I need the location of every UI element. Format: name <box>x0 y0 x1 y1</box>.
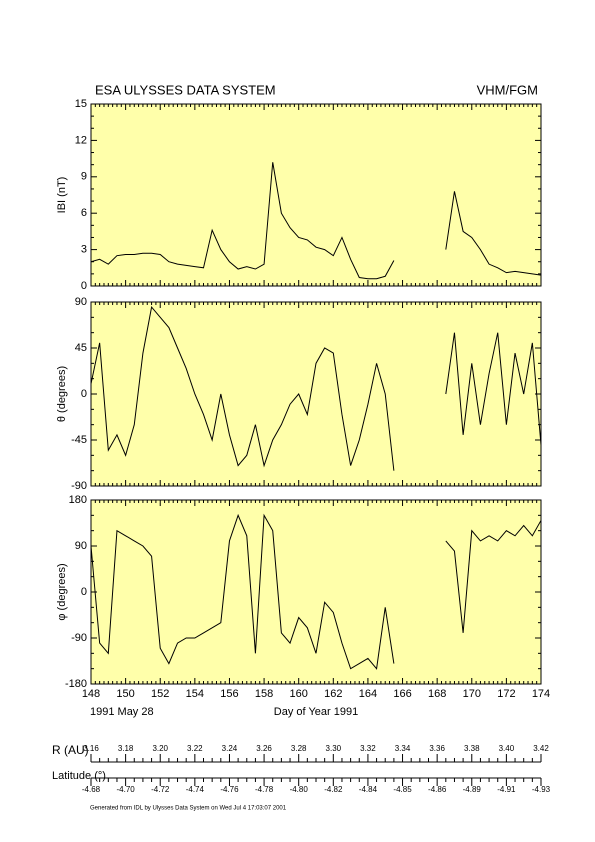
y-tick-label: -90 <box>71 480 87 492</box>
r-tick-label: 3.34 <box>395 744 411 753</box>
x-tick-label: 162 <box>324 688 342 700</box>
y-tick-label: 12 <box>75 134 87 146</box>
x-tick-label: 160 <box>290 688 308 700</box>
r-tick-label: 3.36 <box>429 744 445 753</box>
r-tick-label: 3.28 <box>291 744 307 753</box>
x-tick-label: 156 <box>220 688 238 700</box>
x-tick-label: 164 <box>359 688 377 700</box>
y-axis-label: θ (degrees) <box>56 366 68 422</box>
footer: Generated from IDL by Ulysses Data Syste… <box>90 806 287 812</box>
r-tick-label: 3.24 <box>222 744 238 753</box>
latitude-tick-label: -4.82 <box>324 785 343 794</box>
r-tick-label: 3.18 <box>118 744 134 753</box>
latitude-tick-label: -4.78 <box>255 785 274 794</box>
latitude-tick-label: -4.86 <box>428 785 447 794</box>
y-tick-label: 90 <box>75 540 87 552</box>
data-line <box>90 513 542 670</box>
y-tick-label: -180 <box>65 678 87 690</box>
latitude-tick-label: -4.89 <box>463 785 482 794</box>
x-tick-label: 158 <box>255 688 273 700</box>
y-tick-label: 45 <box>75 342 87 354</box>
x-tick-label: 148 <box>82 688 100 700</box>
y-tick-label: 0 <box>81 586 87 598</box>
latitude-tick-label: -4.93 <box>532 785 551 794</box>
y-tick-label: 3 <box>81 244 87 256</box>
latitude-tick-label: -4.80 <box>290 785 309 794</box>
plot-area <box>90 103 542 287</box>
y-tick-label: 90 <box>75 296 87 308</box>
r-tick-label: 3.16 <box>83 744 99 753</box>
y-tick-label: -45 <box>71 434 87 446</box>
x-tick-label: 166 <box>393 688 411 700</box>
latitude-tick-label: -4.70 <box>116 785 135 794</box>
r-tick-label: 3.32 <box>360 744 376 753</box>
latitude-label: Latitude (°) <box>52 770 106 782</box>
r-label: R (AU) <box>52 743 89 757</box>
y-tick-label: 9 <box>81 171 87 183</box>
x-tick-label: 150 <box>116 688 134 700</box>
date-label: 1991 May 28 <box>90 706 154 718</box>
latitude-tick-label: -4.85 <box>393 785 412 794</box>
latitude-tick-label: -4.68 <box>82 785 101 794</box>
r-tick-label: 3.22 <box>187 744 203 753</box>
r-tick-label: 3.26 <box>256 744 272 753</box>
y-tick-label: 0 <box>81 280 87 292</box>
latitude-tick-label: -4.91 <box>497 785 516 794</box>
y-tick-label: 0 <box>81 388 87 400</box>
x-tick-label: 154 <box>186 688 204 700</box>
x-tick-label: 152 <box>151 688 169 700</box>
r-tick-label: 3.42 <box>533 744 549 753</box>
data-line <box>90 305 542 471</box>
y-tick-label: -90 <box>71 632 87 644</box>
r-tick-label: 3.30 <box>326 744 342 753</box>
latitude-tick-label: -4.74 <box>186 785 205 794</box>
x-axis-label: Day of Year 1991 <box>274 706 358 718</box>
plot-area <box>90 301 542 487</box>
y-axis-label: IBI (nT) <box>56 177 68 214</box>
data-line <box>90 162 542 280</box>
y-tick-label: 6 <box>81 207 87 219</box>
x-tick-label: 170 <box>463 688 481 700</box>
r-tick-label: 3.20 <box>152 744 168 753</box>
x-tick-label: 168 <box>428 688 446 700</box>
x-tick-label: 174 <box>532 688 550 700</box>
latitude-tick-label: -4.76 <box>220 785 239 794</box>
latitude-tick-label: -4.84 <box>359 785 378 794</box>
y-tick-label: 180 <box>69 494 87 506</box>
r-tick-label: 3.40 <box>499 744 515 753</box>
x-tick-label: 172 <box>497 688 515 700</box>
y-axis-label: φ (degrees) <box>56 563 68 620</box>
instrument: VHM/FGM <box>477 82 538 97</box>
plot-area <box>90 499 542 685</box>
y-tick-label: 15 <box>75 98 87 110</box>
chart-title: ESA ULYSSES DATA SYSTEM <box>95 82 276 97</box>
r-tick-label: 3.38 <box>464 744 480 753</box>
latitude-tick-label: -4.72 <box>151 785 170 794</box>
